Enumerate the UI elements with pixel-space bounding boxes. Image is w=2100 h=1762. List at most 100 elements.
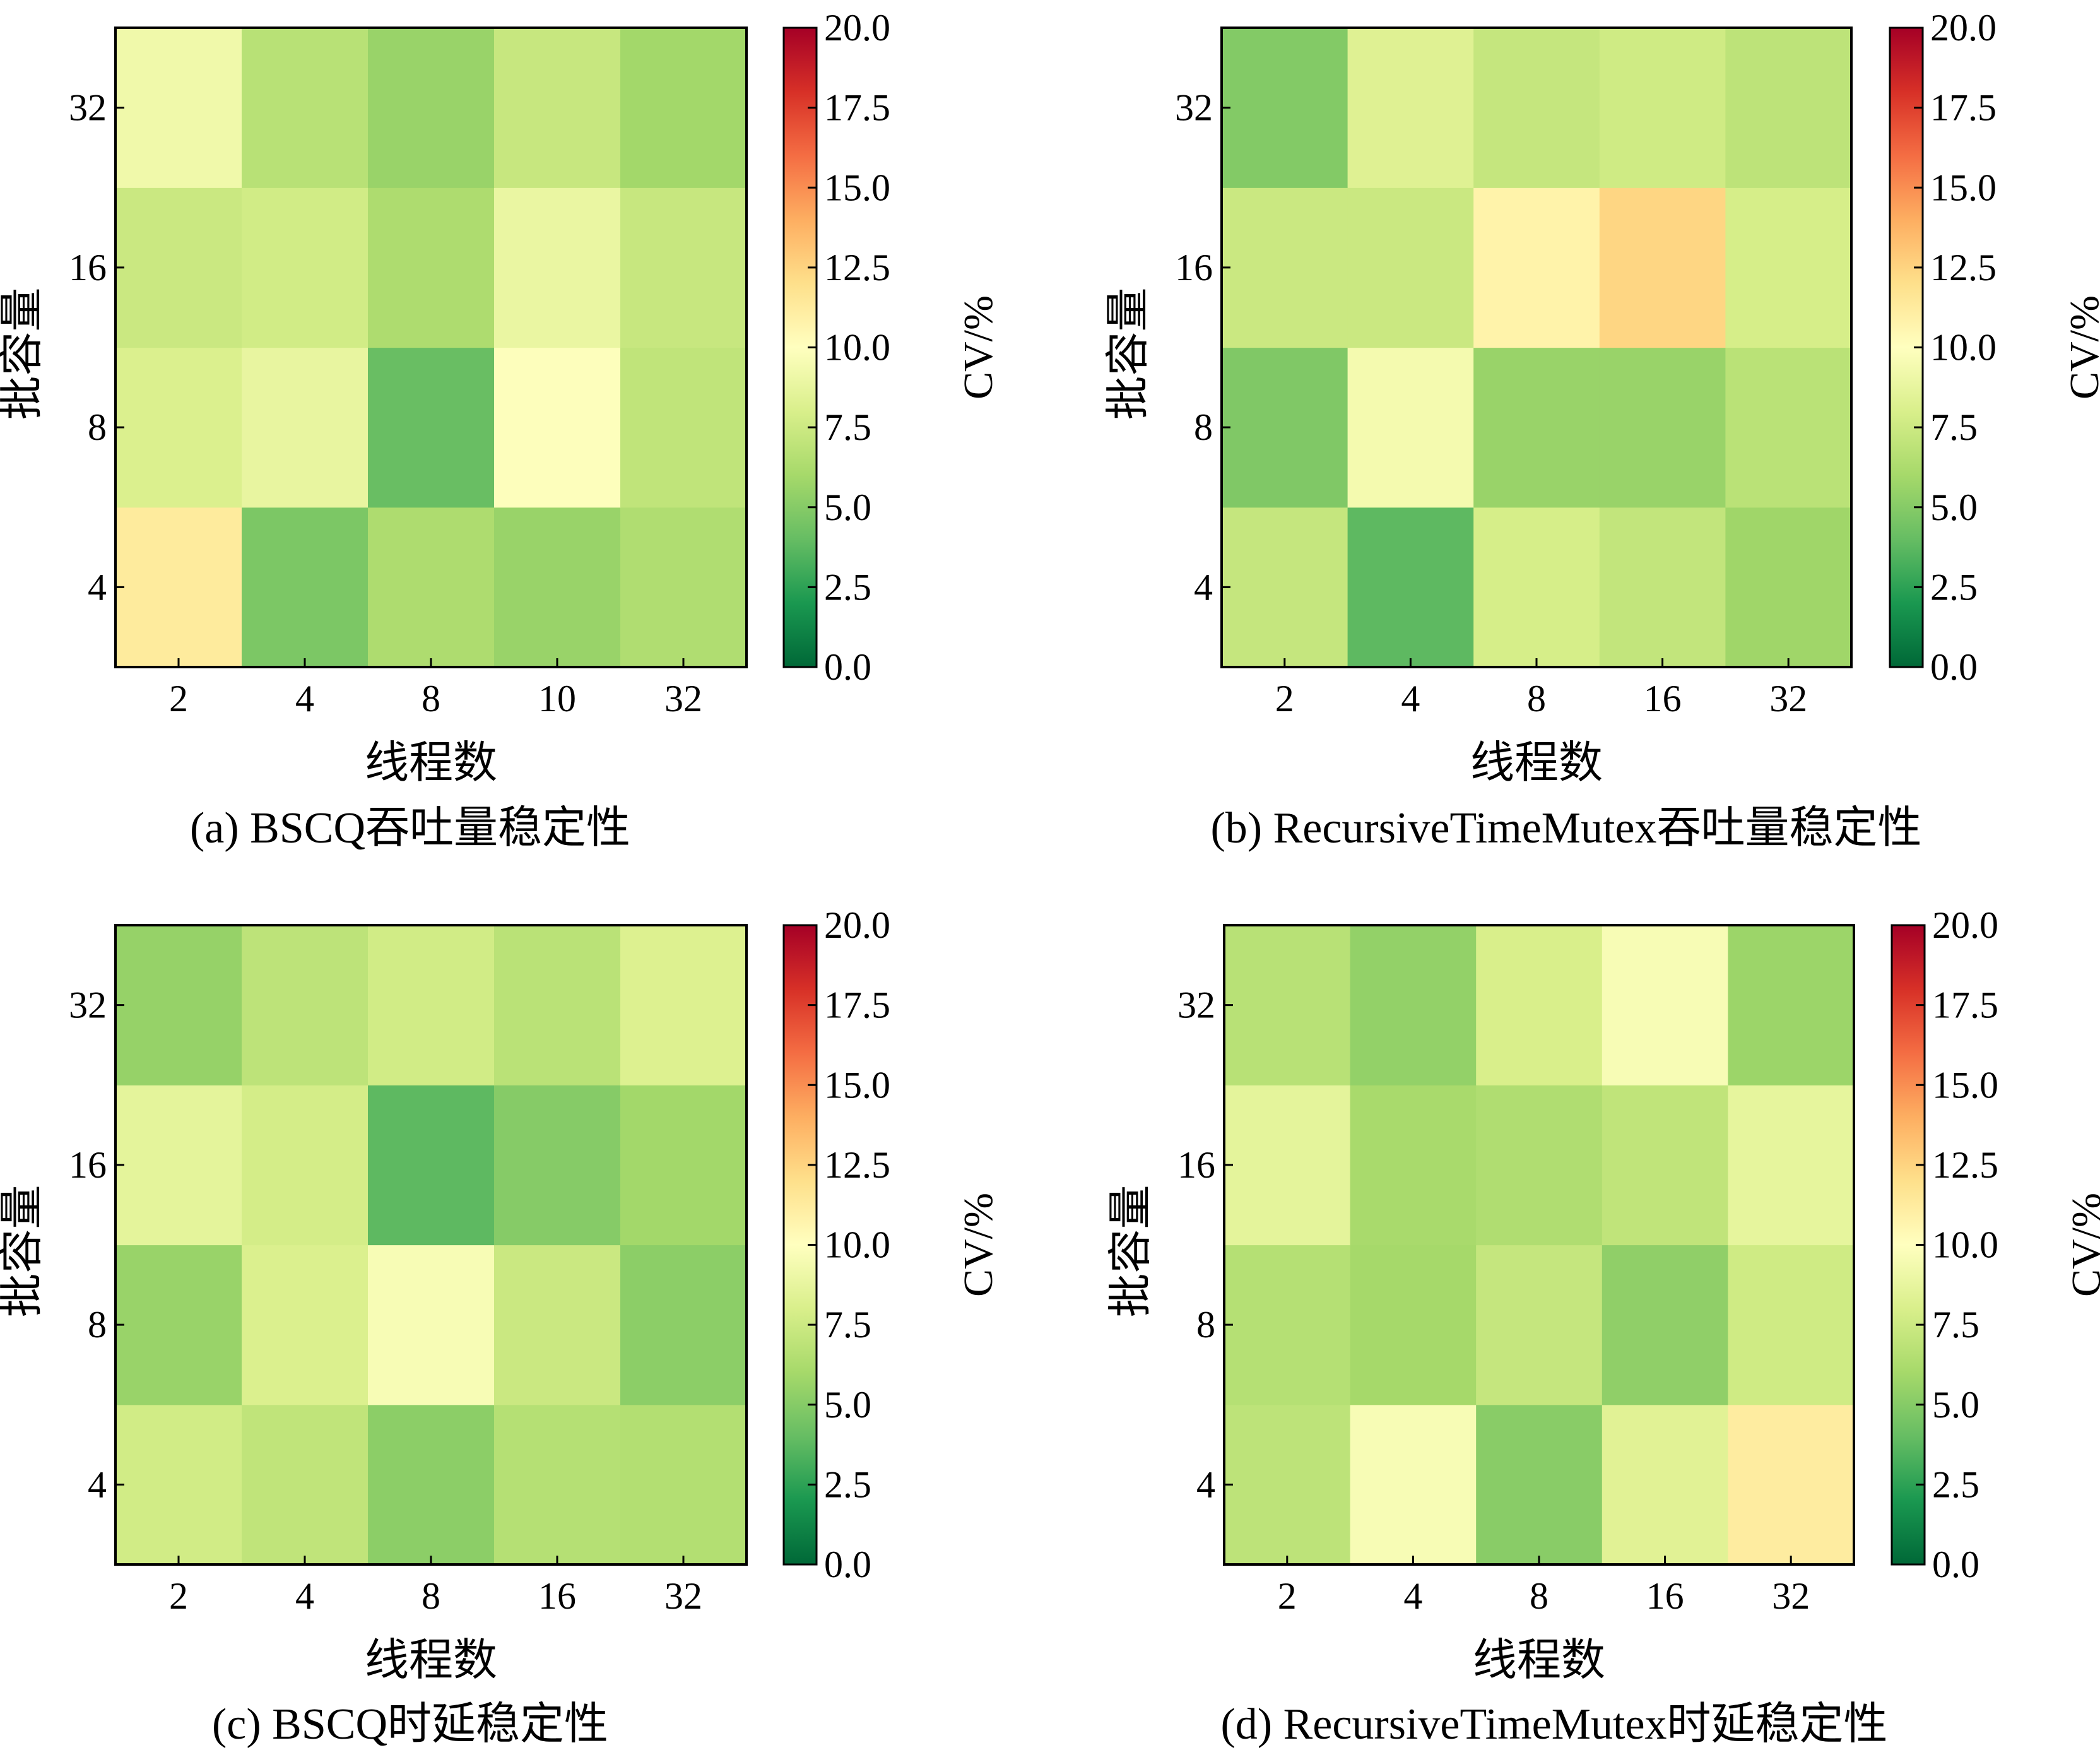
heatmap-cell xyxy=(620,925,747,1085)
heatmap-cell xyxy=(1473,347,1600,508)
heatmap-cell xyxy=(242,1085,369,1246)
heatmap-cell xyxy=(115,925,242,1085)
heatmap-cell xyxy=(1222,187,1348,348)
colorbar-tick-label: 10.0 xyxy=(824,1224,890,1266)
y-axis-label: 批容量 xyxy=(1104,288,1153,420)
colorbar-tick-label: 12.5 xyxy=(1932,1144,1998,1186)
colorbar-tick-label: 7.5 xyxy=(1930,406,1978,448)
heatmap-cell xyxy=(1222,507,1348,668)
colorbar-tick-label: 2.5 xyxy=(1930,566,1978,608)
x-tick-label: 2 xyxy=(169,1575,188,1617)
colorbar-tick-label: 10.0 xyxy=(1932,1224,1998,1266)
heatmap-cell xyxy=(1476,925,1603,1085)
heatmap-cell xyxy=(1476,1245,1603,1405)
x-tick-label: 4 xyxy=(295,678,314,719)
heatmap-cell xyxy=(620,347,747,508)
heatmap-cell xyxy=(115,28,242,188)
colorbar-tick-label: 0.0 xyxy=(824,1544,871,1585)
y-tick-label: 16 xyxy=(1177,1144,1215,1186)
heatmap-cell xyxy=(115,1245,242,1405)
heatmap-cell xyxy=(620,507,747,668)
x-tick-label: 8 xyxy=(422,1575,440,1617)
colorbar-tick-label: 5.0 xyxy=(1932,1384,1979,1426)
colorbar-tick-label: 2.5 xyxy=(1932,1463,1979,1505)
heatmap-cell xyxy=(368,347,495,508)
heatmap-cell xyxy=(242,925,369,1085)
colorbar-tick-label: 15.0 xyxy=(1930,167,1997,208)
heatmap-cell xyxy=(1224,1245,1351,1405)
heatmap-cell xyxy=(1350,1085,1477,1246)
heatmap-cell xyxy=(1224,925,1351,1085)
heatmap-cell xyxy=(242,507,369,668)
heatmap-cell xyxy=(494,28,621,188)
x-tick-label: 16 xyxy=(1644,678,1682,719)
colorbar-label: CV/% xyxy=(955,1193,1001,1297)
y-tick-label: 4 xyxy=(88,566,107,608)
colorbar-tick-label: 2.5 xyxy=(824,566,871,608)
heatmap-cell xyxy=(1602,1085,1728,1246)
colorbar-tick-label: 15.0 xyxy=(824,167,890,208)
x-axis-label: 线程数 xyxy=(1473,1636,1605,1685)
heatmap-cell xyxy=(368,28,495,188)
heatmap-cell xyxy=(620,1404,747,1565)
heatmap-cell xyxy=(242,28,369,188)
heatmap-cell xyxy=(242,1404,369,1565)
heatmap-cell xyxy=(1347,347,1474,508)
y-tick-label: 8 xyxy=(1196,1304,1215,1345)
y-tick-label: 32 xyxy=(69,87,107,129)
y-tick-label: 8 xyxy=(88,406,107,448)
y-tick-label: 4 xyxy=(1194,566,1213,608)
heatmap-cell xyxy=(1350,1404,1477,1565)
heatmap-cell xyxy=(494,347,621,508)
colorbar-tick-label: 7.5 xyxy=(824,1304,871,1345)
colorbar-tick-label: 20.0 xyxy=(824,904,890,946)
heatmap-cell xyxy=(1725,347,1852,508)
x-tick-label: 2 xyxy=(1278,1575,1297,1617)
heatmap-cell xyxy=(1224,1404,1351,1565)
colorbar-tick-label: 17.5 xyxy=(824,984,890,1026)
heatmap-panel-a: 2 4 8 10 32 4 8 16 32 线程数 批容量 (a) BSCQ吞吐量稳定性 0.0 2.5 5… xyxy=(0,7,1001,853)
colorbar-tick-label: 0.0 xyxy=(1930,646,1978,688)
colorbar-tick-label: 12.5 xyxy=(824,1144,890,1186)
colorbar-tick-label: 15.0 xyxy=(1932,1064,1998,1106)
colorbar-tick-label: 20.0 xyxy=(824,7,890,49)
heatmap-cell xyxy=(1222,347,1348,508)
heatmap-cell xyxy=(494,187,621,348)
y-tick-label: 16 xyxy=(69,247,107,288)
heatmap-cell xyxy=(1728,1245,1855,1405)
heatmap-cell xyxy=(1347,187,1474,348)
colorbar: 0.0 2.5 5.0 7.5 10.0 12.5 15.0 17.5 20.0 CV/% xyxy=(1891,904,2100,1585)
heatmap-cell xyxy=(1476,1404,1603,1565)
colorbar-tick-label: 10.0 xyxy=(824,327,890,369)
heatmap-cell xyxy=(1599,187,1726,348)
x-tick-label: 4 xyxy=(295,1575,314,1617)
y-tick-label: 32 xyxy=(1175,87,1213,129)
x-tick-label: 32 xyxy=(1769,678,1807,719)
heatmap-cell xyxy=(242,1245,369,1405)
colorbar-tick-label: 0.0 xyxy=(1932,1544,1979,1585)
x-tick-label: 2 xyxy=(1275,678,1294,719)
heatmap-cell xyxy=(368,187,495,348)
x-tick-label: 16 xyxy=(538,1575,576,1617)
heatmap-cell xyxy=(494,1085,621,1246)
panel-caption: (a) BSCQ吞吐量稳定性 xyxy=(190,804,630,853)
heatmap-cell xyxy=(620,187,747,348)
heatmap-cell xyxy=(1728,1085,1855,1246)
heatmap-cell xyxy=(1599,507,1726,668)
y-tick-label: 32 xyxy=(1177,984,1215,1026)
colorbar-tick-label: 5.0 xyxy=(824,487,871,528)
y-tick-label: 8 xyxy=(88,1304,107,1345)
x-tick-label: 32 xyxy=(664,678,702,719)
colorbar-tick-label: 20.0 xyxy=(1930,7,1997,49)
heatmap-cell xyxy=(620,1245,747,1405)
x-tick-label: 2 xyxy=(169,678,188,719)
colorbar-tick-label: 17.5 xyxy=(1930,87,1997,129)
colorbar-tick-label: 0.0 xyxy=(824,646,871,688)
panel-caption: (d) RecursiveTimeMutex时延稳定性 xyxy=(1220,1700,1887,1749)
heatmap-cell xyxy=(1599,347,1726,508)
heatmap-cell xyxy=(1473,507,1600,668)
heatmap-cell xyxy=(115,347,242,508)
heatmap-cell xyxy=(1476,1085,1603,1246)
